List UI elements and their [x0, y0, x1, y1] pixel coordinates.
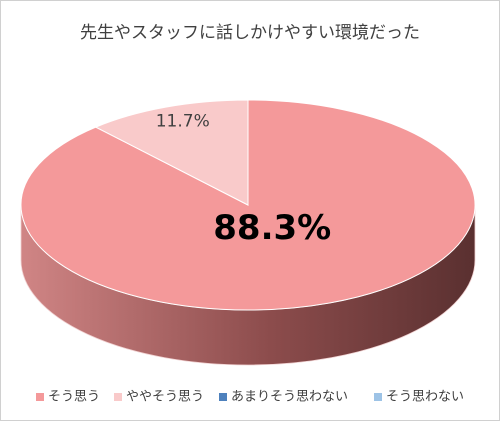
- legend-swatch: [219, 393, 227, 401]
- data-label: 88.3%: [213, 208, 331, 248]
- legend-swatch: [374, 393, 382, 401]
- legend-label: そう思う: [48, 390, 100, 405]
- pie-slice: [94, 99, 249, 206]
- legend-label: そう思わない: [386, 390, 464, 405]
- data-label: 11.7%: [156, 112, 210, 132]
- chart-title: 先生やスタッフに話しかけやすい環境だった: [80, 23, 420, 43]
- legend-swatch: [36, 393, 44, 401]
- legend-label: ややそう思う: [126, 390, 204, 405]
- legend-label: あまりそう思わない: [231, 390, 348, 405]
- legend-swatch: [114, 393, 122, 401]
